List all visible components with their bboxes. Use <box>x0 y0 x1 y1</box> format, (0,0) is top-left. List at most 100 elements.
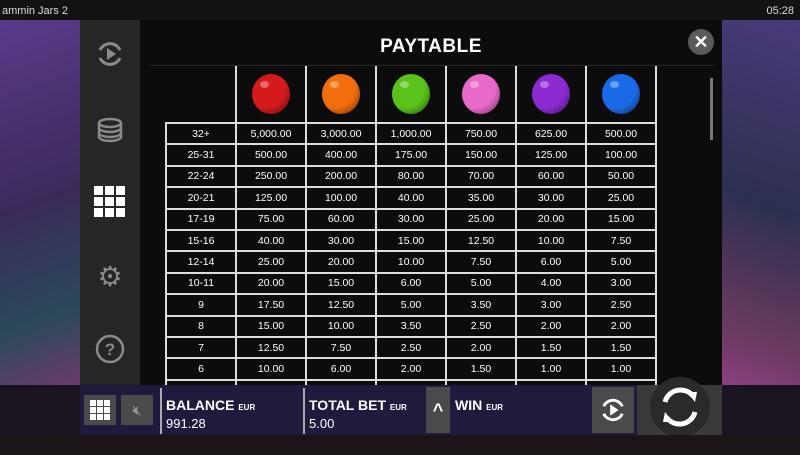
payout-cell: 2.00 <box>515 314 587 338</box>
symbol-count-cell: 8 <box>165 314 237 338</box>
payout-cell: 625.00 <box>515 121 587 146</box>
help-icon[interactable]: ? <box>93 332 127 366</box>
payout-cell: 500.00 <box>585 121 657 146</box>
payout-cell: 50.00 <box>585 164 657 189</box>
bet-increase-button[interactable]: ^ <box>426 387 450 433</box>
payout-cell: 20.00 <box>515 207 587 231</box>
table-row: 32+ 5,000.00 3,000.00 1,000.00 750.00 625.00 5… <box>165 121 657 146</box>
paytable-table: 32+ 5,000.00 3,000.00 1,000.00 750.00 625.00 5… <box>165 66 657 403</box>
payout-cell: 125.00 <box>515 143 587 167</box>
payout-cell: 35.00 <box>445 186 517 210</box>
payout-cell: 5,000.00 <box>235 121 307 146</box>
balance-label-text: BALANCE <box>166 397 235 413</box>
payout-cell: 40.00 <box>375 186 447 210</box>
autoplay-icon <box>602 398 624 422</box>
sound-muted-button[interactable]: 🔇︎ <box>121 395 153 425</box>
payout-cell: 3.50 <box>375 314 447 338</box>
symbol-count-cell: 22-24 <box>165 164 237 189</box>
payout-cell: 125.00 <box>235 186 307 210</box>
game-background-right <box>722 20 800 385</box>
table-row: 25-31 500.00 400.00 175.00 150.00 125.00 100.0… <box>165 143 657 167</box>
payout-cell: 100.00 <box>305 186 377 210</box>
payout-cell: 400.00 <box>305 143 377 167</box>
payout-cell: 60.00 <box>515 164 587 189</box>
payout-cell: 2.00 <box>445 335 517 360</box>
payout-cell: 2.50 <box>585 293 657 317</box>
balance-value: 991.28 <box>166 416 206 431</box>
payout-cell: 20.00 <box>305 250 377 274</box>
grid-icon[interactable] <box>93 185 127 219</box>
payout-cell: 4.00 <box>515 271 587 296</box>
header-blank-cell <box>166 66 237 123</box>
symbol-count-cell: 7 <box>165 335 237 360</box>
payout-cell: 2.50 <box>375 335 447 360</box>
payout-cell: 500.00 <box>235 143 307 167</box>
spin-icon <box>662 387 697 427</box>
payout-cell: 1,000.00 <box>375 121 447 146</box>
payout-cell: 1.00 <box>515 357 587 381</box>
table-row: 9 17.50 12.50 5.00 3.50 3.00 2.50 <box>165 293 657 317</box>
payout-cell: 3.50 <box>445 293 517 317</box>
payout-cell: 3.00 <box>585 271 657 296</box>
payout-cell: 12.50 <box>445 228 517 253</box>
gear-icon[interactable]: ⚙ <box>97 260 123 292</box>
total-bet-label-text: TOTAL BET <box>309 397 386 413</box>
orange-icon <box>322 74 360 114</box>
payout-cell: 80.00 <box>375 164 447 189</box>
payout-cell: 2.00 <box>375 357 447 381</box>
payout-cell: 2.50 <box>445 314 517 338</box>
spin-button[interactable] <box>649 377 710 437</box>
symbol-cell <box>445 66 517 124</box>
symbol-cell <box>235 66 307 124</box>
title-bar: ammin Jars 2 05:28 <box>0 0 800 20</box>
payout-cell: 7.50 <box>585 228 657 253</box>
table-row: 6 10.00 6.00 2.00 1.50 1.00 1.00 <box>165 357 657 381</box>
table-row: 10-11 20.00 15.00 6.00 5.00 4.00 3.00 <box>165 271 657 296</box>
payout-cell: 30.00 <box>305 228 377 253</box>
paytable-panel: PAYTABLE ✕ 32+ 5,000.00 3,000.00 1,000.00 75… <box>140 20 722 403</box>
payout-cell: 60.00 <box>305 207 377 231</box>
table-row: 15-16 40.00 30.00 15.00 12.50 10.00 7.50 <box>165 228 657 253</box>
payout-cell: 250.00 <box>235 164 307 189</box>
symbol-cell <box>515 66 587 124</box>
payout-cell: 25.00 <box>235 250 307 274</box>
paytable-title: PAYTABLE <box>380 36 482 57</box>
payout-cell: 5.00 <box>375 293 447 317</box>
grid-icon <box>90 400 110 420</box>
payout-cell: 2.00 <box>585 314 657 338</box>
table-row: 8 15.00 10.00 3.50 2.50 2.00 2.00 <box>165 314 657 338</box>
spin-button-area <box>637 377 722 437</box>
scrollbar[interactable] <box>710 78 713 140</box>
table-row: 20-21 125.00 100.00 40.00 35.00 30.00 25.00 <box>165 186 657 210</box>
table-row: 17-19 75.00 60.00 30.00 25.00 20.00 15.00 <box>165 207 657 231</box>
coins-icon[interactable] <box>93 113 127 147</box>
win-currency: EUR <box>486 403 503 412</box>
symbol-count-cell: 25-31 <box>165 143 237 167</box>
payout-cell: 30.00 <box>375 207 447 231</box>
balance-label: BALANCE EUR <box>166 397 255 413</box>
payout-cell: 100.00 <box>585 143 657 167</box>
payout-cell: 150.00 <box>445 143 517 167</box>
autoplay-icon[interactable] <box>93 37 127 71</box>
pomegranate-icon <box>252 74 290 114</box>
symbol-count-cell: 15-16 <box>165 228 237 253</box>
payout-cell: 6.00 <box>305 357 377 381</box>
payout-cell: 70.00 <box>445 164 517 189</box>
window-title: ammin Jars 2 <box>2 5 69 17</box>
payout-cell: 6.00 <box>515 250 587 274</box>
payout-cell: 10.00 <box>515 228 587 253</box>
payout-cell: 15.00 <box>375 228 447 253</box>
payout-cell: 25.00 <box>445 207 517 231</box>
symbol-count-cell: 6 <box>165 357 237 381</box>
payout-cell: 15.00 <box>585 207 657 231</box>
payout-cell: 1.50 <box>515 335 587 360</box>
close-button[interactable]: ✕ <box>688 29 714 55</box>
symbol-cell <box>305 66 377 124</box>
win-label: WIN EUR <box>455 397 503 413</box>
menu-button[interactable] <box>84 395 116 425</box>
payout-cell: 12.50 <box>235 335 307 360</box>
autoplay-button[interactable] <box>592 387 634 433</box>
blueberry-icon <box>602 74 640 114</box>
payout-cell: 10.00 <box>305 314 377 338</box>
total-bet-label: TOTAL BET EUR <box>309 397 407 413</box>
